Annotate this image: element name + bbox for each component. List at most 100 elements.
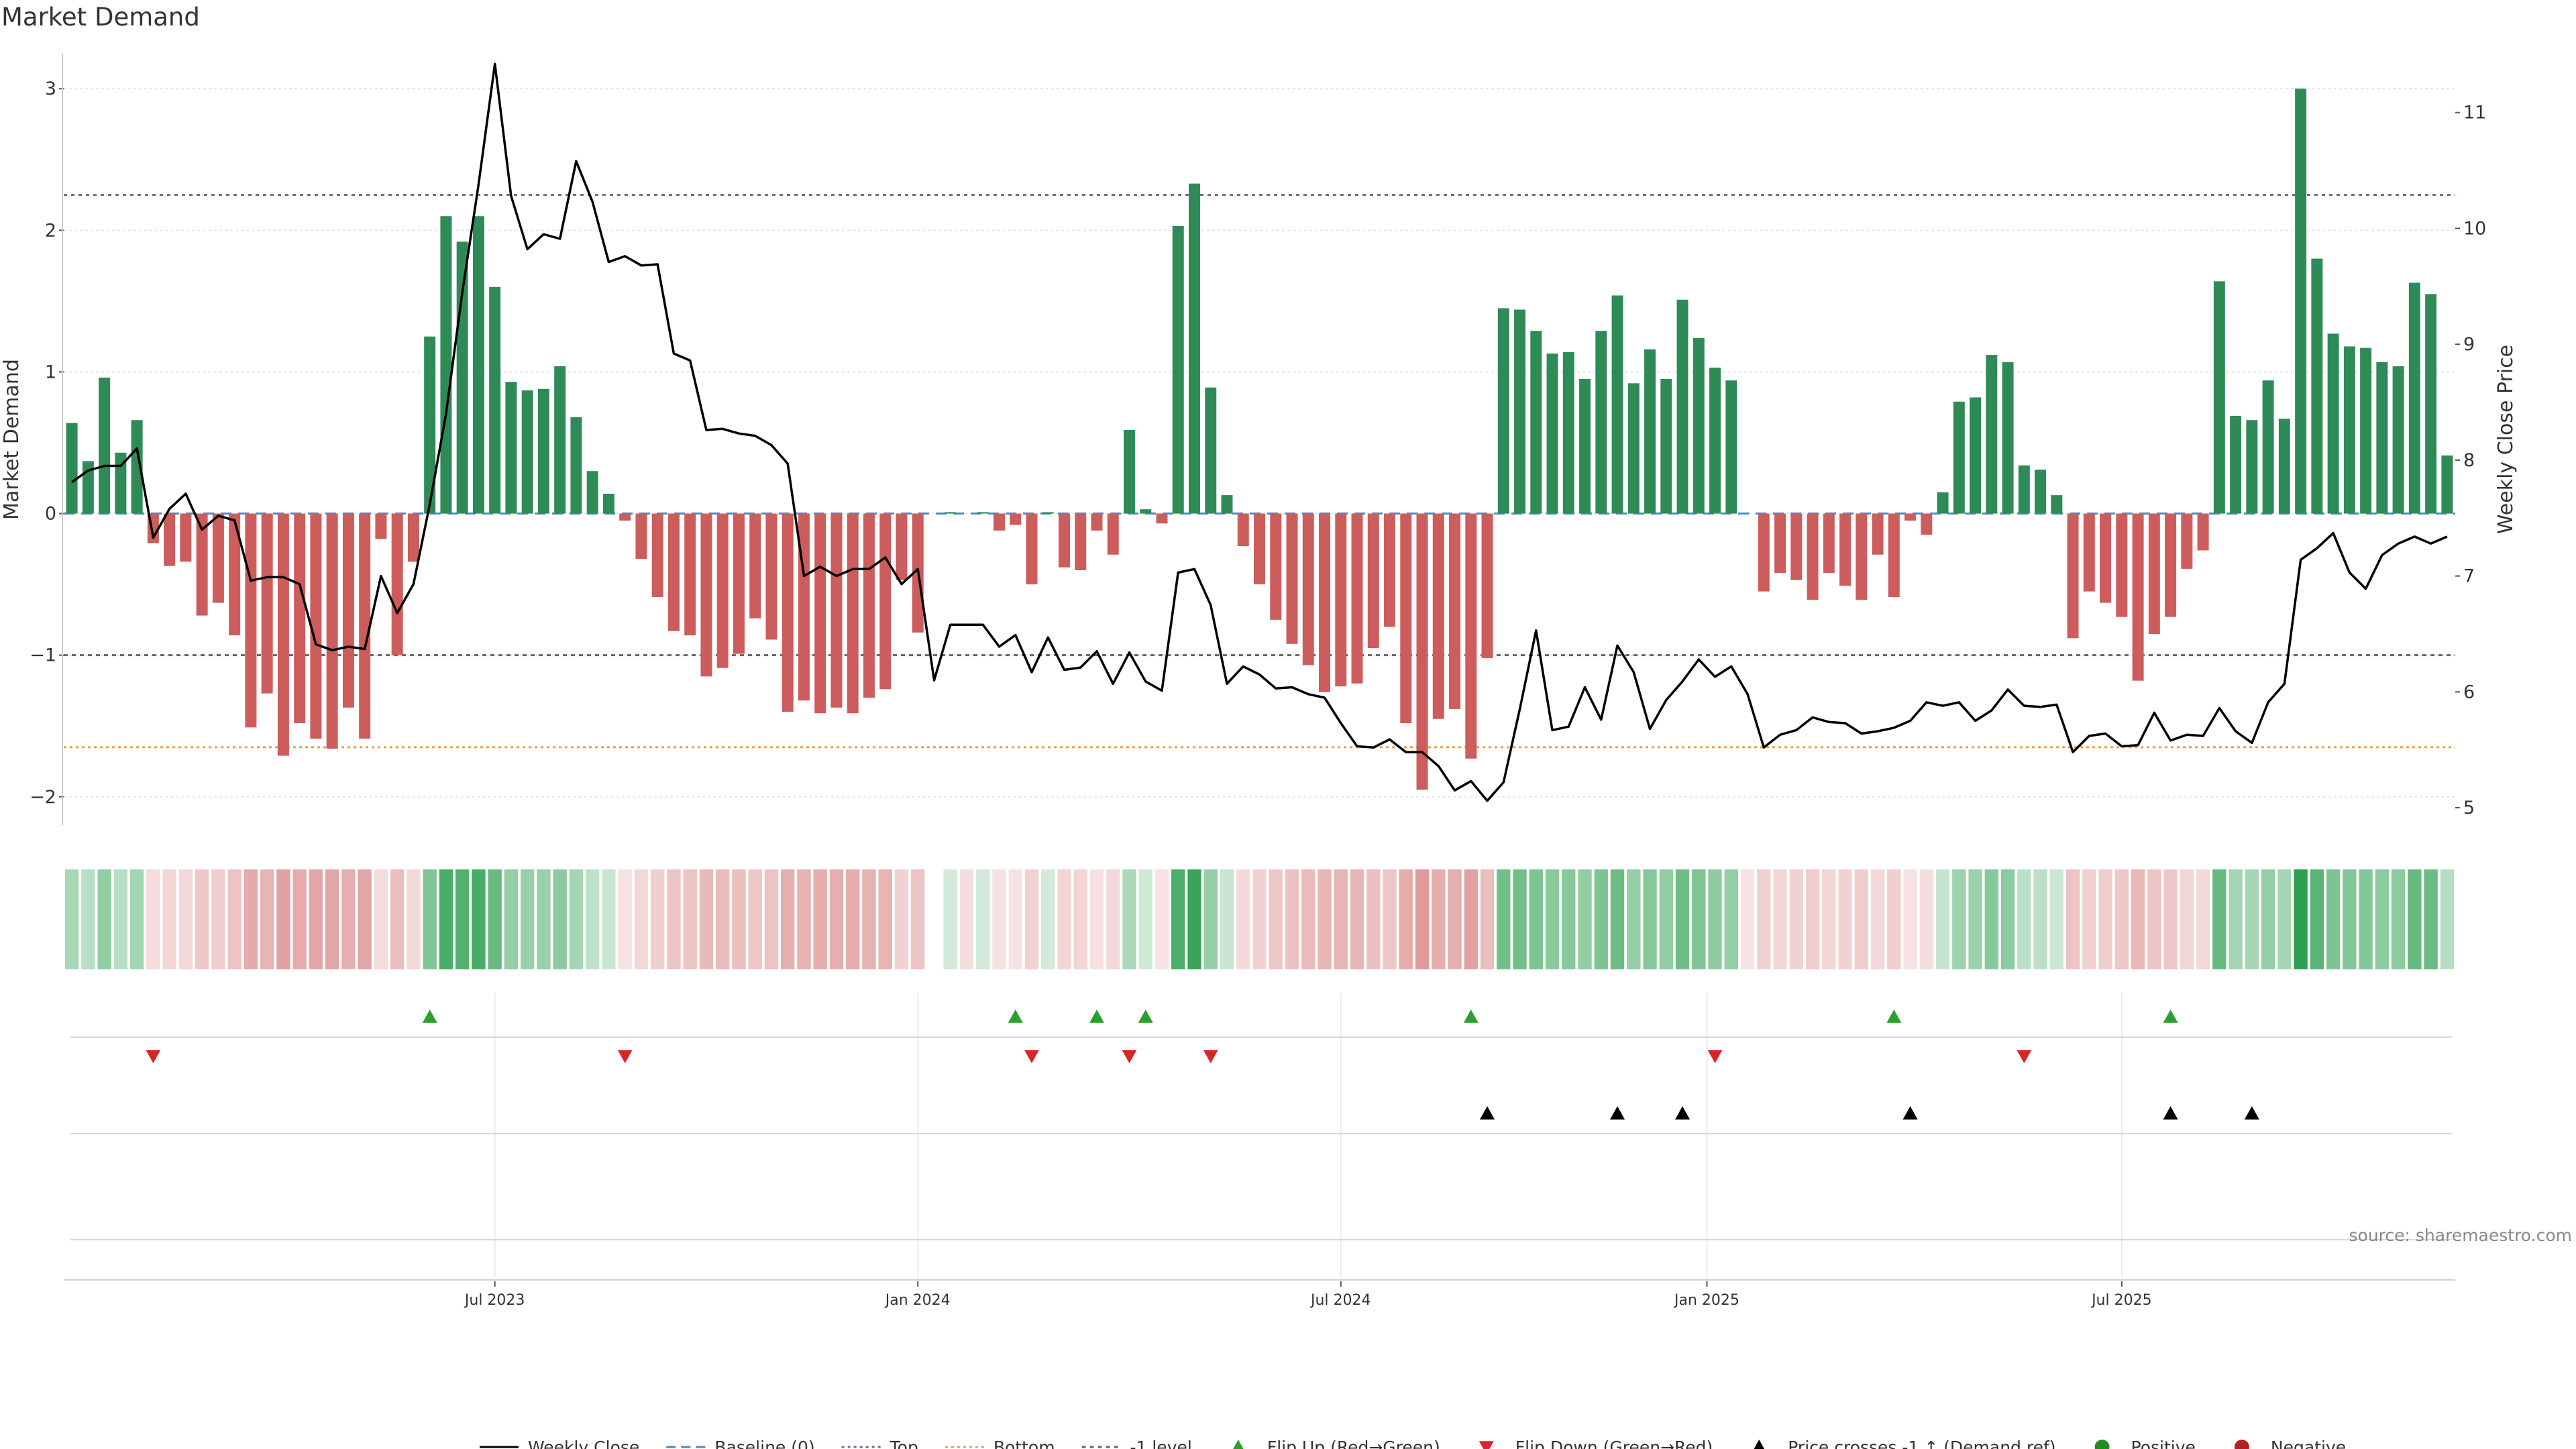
negative-demand-bar: [1335, 513, 1347, 687]
strength-cell: [1594, 869, 1608, 969]
strength-cell: [1610, 869, 1625, 969]
strength-cell: [1269, 869, 1283, 969]
strength-cell: [2310, 869, 2324, 969]
positive-demand-bar: [1660, 379, 1672, 514]
legend-marker: [2234, 1440, 2249, 1449]
strength-cell: [1497, 869, 1511, 969]
positive-demand-bar: [1676, 299, 1688, 514]
date-tick-label: Jul 2023: [464, 1292, 525, 1309]
strength-cell: [1627, 869, 1641, 969]
strength-cell: [2229, 869, 2243, 969]
strength-cell: [1822, 869, 1836, 969]
strength-cell: [488, 869, 502, 969]
strength-cell: [374, 869, 388, 969]
legend-label: Flip Down (Green→Red): [1515, 1438, 1713, 1449]
negative-demand-bar: [863, 513, 875, 698]
positive-demand-bar: [489, 286, 501, 514]
positive-demand-bar: [537, 388, 549, 514]
negative-demand-bar: [635, 513, 647, 559]
strength-cell: [1935, 869, 1950, 969]
positive-demand-bar: [570, 417, 582, 514]
strength-cell: [129, 869, 144, 969]
flip-up-marker: [1138, 1010, 1153, 1023]
negative-demand-bar: [1254, 513, 1265, 585]
positive-demand-bar: [1709, 368, 1721, 514]
positive-demand-bar: [2441, 455, 2453, 514]
strength-cell: [1724, 869, 1738, 969]
price-cross-marker: [2244, 1106, 2259, 1120]
negative-demand-bar: [667, 513, 680, 631]
positive-demand-bar: [2311, 258, 2323, 514]
strength-cell: [846, 869, 860, 969]
strength-cell: [1903, 869, 1917, 969]
demand-bars: [66, 89, 2453, 790]
strength-cell: [1919, 869, 1934, 969]
negative-demand-bar: [2148, 513, 2160, 634]
positive-demand-bar: [2376, 362, 2388, 514]
flip-down-marker: [2017, 1050, 2032, 1063]
strength-cell: [683, 869, 697, 969]
legend-label: Negative: [2271, 1438, 2346, 1449]
y2-tick-label: 11: [2463, 103, 2486, 123]
negative-demand-bar: [1904, 513, 1917, 521]
positive-demand-bar: [1497, 308, 1509, 514]
flip-up-marker: [2163, 1010, 2178, 1023]
strength-cell: [520, 869, 535, 969]
strength-cell: [1155, 869, 1169, 969]
strength-cell: [2163, 869, 2178, 969]
strength-cell: [1838, 869, 1852, 969]
negative-demand-bar: [1872, 513, 1884, 555]
y2-axis-label: Weekly Close Price: [2494, 345, 2518, 534]
negative-demand-bar: [830, 513, 843, 708]
positive-demand-bar: [1627, 383, 1640, 514]
strength-cell: [1578, 869, 1592, 969]
strength-cell: [1692, 869, 1706, 969]
strength-cell: [341, 869, 356, 969]
strength-cell: [1236, 869, 1250, 969]
negative-demand-bar: [391, 513, 403, 655]
strength-cell: [1334, 869, 1348, 969]
negative-demand-bar: [879, 513, 892, 690]
negative-demand-bar: [229, 513, 241, 636]
positive-demand-bar: [456, 241, 468, 514]
positive-demand-bar: [2425, 294, 2437, 514]
negative-demand-bar: [1010, 513, 1022, 525]
positive-demand-bar: [945, 512, 957, 514]
event-markers: [64, 993, 2455, 1449]
strength-cell: [1171, 869, 1185, 969]
strength-cell: [764, 869, 779, 969]
positive-demand-bar: [2018, 465, 2030, 514]
y-axis-ticks: −2 −1 0 1 2 3: [30, 54, 64, 825]
y-tick-label: 3: [45, 78, 56, 99]
strength-cell: [1220, 869, 1234, 969]
strength-cell: [2245, 869, 2259, 969]
positive-demand-bar: [2327, 333, 2339, 514]
positive-demand-bar: [521, 390, 533, 514]
negative-demand-bar: [1384, 513, 1396, 627]
legend-label: Bottom: [994, 1438, 1055, 1449]
negative-demand-bar: [1465, 513, 1477, 759]
y-tick-label: −1: [30, 645, 56, 666]
negative-demand-bar: [164, 513, 176, 566]
strength-cell: [634, 869, 649, 969]
negative-demand-bar: [1416, 513, 1428, 790]
negative-demand-bar: [1351, 513, 1363, 684]
y2-tick-label: 10: [2463, 218, 2486, 239]
y-tick-label: 1: [45, 362, 56, 382]
strength-cell: [781, 869, 795, 969]
strength-cell: [325, 869, 339, 969]
strength-cell: [2180, 869, 2194, 969]
strength-cell: [1138, 869, 1152, 969]
positive-demand-bar: [1205, 387, 1217, 514]
flip-up-marker: [1008, 1010, 1023, 1023]
strength-cell: [667, 869, 681, 969]
strength-cell: [569, 869, 584, 969]
negative-demand-bar: [814, 513, 826, 714]
legend-label: -1 level: [1130, 1438, 1192, 1449]
positive-demand-bar: [2246, 420, 2258, 514]
strength-cell: [260, 869, 274, 969]
strength-cell: [878, 869, 892, 969]
y2-tick-label: 5: [2463, 798, 2475, 818]
strength-cell: [894, 869, 909, 969]
strength-cell: [195, 869, 209, 969]
